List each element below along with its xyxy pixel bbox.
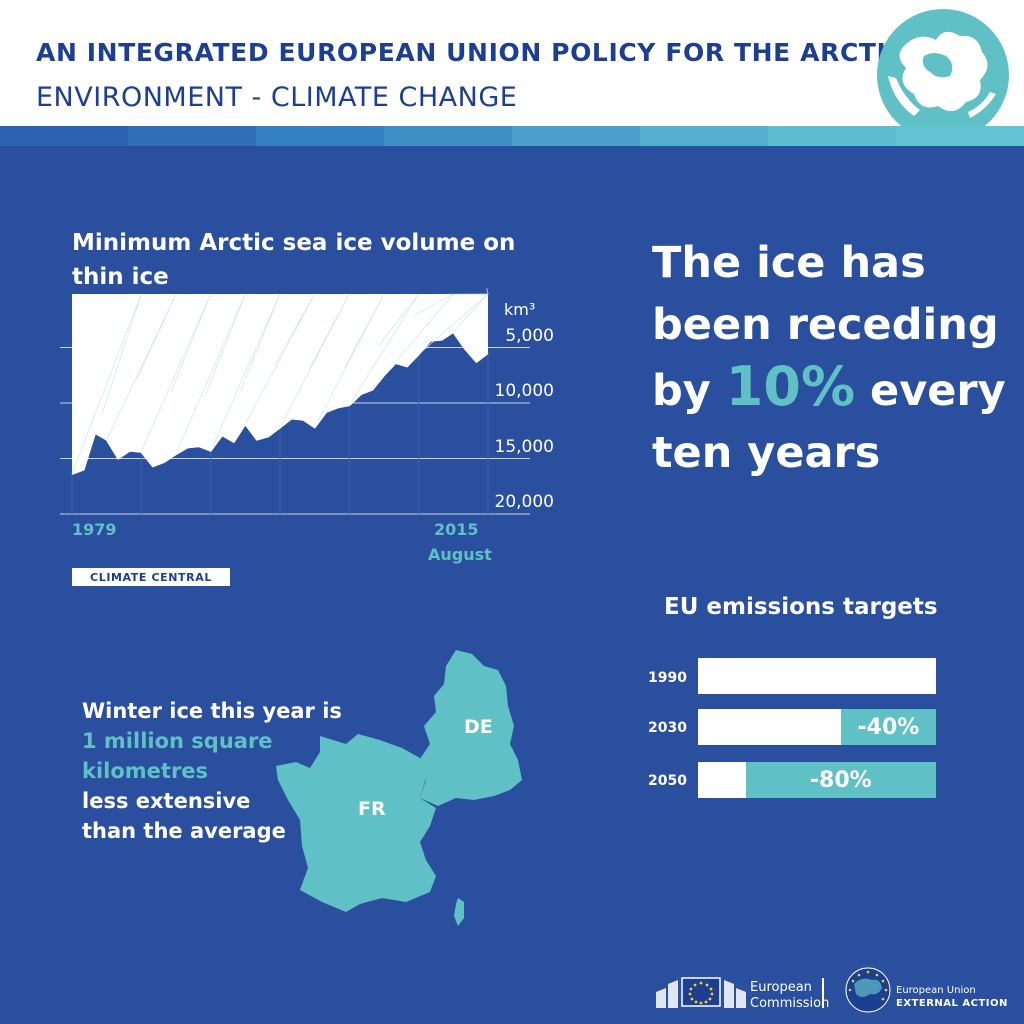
- headline-percent: 10%: [725, 355, 856, 418]
- eeas-globe-icon: [845, 967, 891, 1013]
- winter-line3: less extensive: [82, 789, 251, 813]
- footer-separator: [822, 978, 824, 1008]
- winter-line1: Winter ice this year is: [82, 699, 342, 723]
- ice-volume-line: [71, 330, 489, 475]
- winter-line4: than the average: [82, 819, 286, 843]
- y-tick-label: 5,000: [505, 325, 554, 346]
- winter-highlight1: 1 million square: [82, 729, 273, 753]
- map-label-de: DE: [464, 716, 493, 738]
- emissions-fill-2050: -80%: [745, 762, 936, 798]
- y-tick-label: 10,000: [494, 381, 554, 401]
- map-label-fr: FR: [358, 798, 386, 820]
- eeas-line2: EXTERNAL ACTION: [896, 998, 1008, 1009]
- stripe-segment: [128, 126, 256, 146]
- emissions-bar-2030: -40%: [698, 709, 936, 745]
- emissions-fill-2030: -40%: [840, 709, 936, 745]
- chart-unit: km³: [504, 300, 536, 319]
- ice-facets: [71, 288, 489, 475]
- arctic-globe-icon: [877, 9, 1009, 141]
- corsica-shape: [454, 898, 464, 926]
- stripe-segment: [896, 126, 1024, 146]
- headline-every: every: [870, 366, 1006, 416]
- european-commission-text: European Commission: [750, 980, 829, 1012]
- headline-line3: by 10% every: [652, 356, 1012, 422]
- winter-ice-text: Winter ice this year is 1 million square…: [82, 696, 372, 846]
- header-stripe: [0, 126, 1024, 146]
- stripe-segment: [640, 126, 768, 146]
- headline-by: by: [652, 366, 711, 416]
- eeas-line1: European Union: [896, 985, 976, 996]
- page-subtitle: ENVIRONMENT - CLIMATE CHANGE: [36, 82, 518, 113]
- european-commission-logo: [656, 977, 746, 1008]
- winter-highlight2: kilometres: [82, 759, 209, 783]
- france-germany-map: [276, 650, 522, 926]
- emissions-title: EU emissions targets: [664, 594, 938, 620]
- x-label-note: August: [428, 545, 492, 564]
- ec-line1: European: [750, 980, 812, 995]
- germany-shape: [418, 650, 522, 806]
- header-banner: AN INTEGRATED EUROPEAN UNION POLICY FOR …: [0, 0, 1024, 126]
- stripe-segment: [512, 126, 640, 146]
- emissions-year-1990: 1990: [648, 670, 687, 686]
- ec-line2: Commission: [750, 996, 830, 1011]
- stripe-segment: [768, 126, 896, 146]
- x-label-start: 1979: [72, 520, 117, 539]
- y-tick-label: 20,000: [494, 492, 554, 512]
- headline-line1: The ice has: [652, 238, 926, 288]
- stripe-segment: [256, 126, 384, 146]
- france-shape: [276, 734, 436, 912]
- emissions-year-2030: 2030: [648, 720, 687, 736]
- emissions-bar-2050: -80%: [698, 762, 936, 798]
- headline: The ice has been receding by 10% every t…: [652, 232, 1012, 484]
- climate-central-text: CLIMATE CENTRAL: [90, 570, 212, 584]
- emissions-year-2050: 2050: [648, 773, 687, 789]
- eeas-text: European Union EXTERNAL ACTION: [896, 984, 1008, 1010]
- y-tick-label: 15,000: [494, 436, 554, 457]
- emissions-bar-1990: [698, 658, 936, 694]
- headline-line4: ten years: [652, 428, 881, 478]
- ice-volume-chart: [60, 288, 530, 516]
- chart-title: Minimum Arctic sea ice volume on thin ic…: [72, 230, 516, 290]
- x-label-end: 2015: [434, 520, 479, 539]
- stripe-segment: [0, 126, 128, 146]
- stripe-segment: [384, 126, 512, 146]
- headline-line2: been receding: [652, 300, 999, 350]
- page-title: AN INTEGRATED EUROPEAN UNION POLICY FOR …: [36, 38, 906, 67]
- climate-central-logo: CLIMATE CENTRAL: [72, 568, 230, 586]
